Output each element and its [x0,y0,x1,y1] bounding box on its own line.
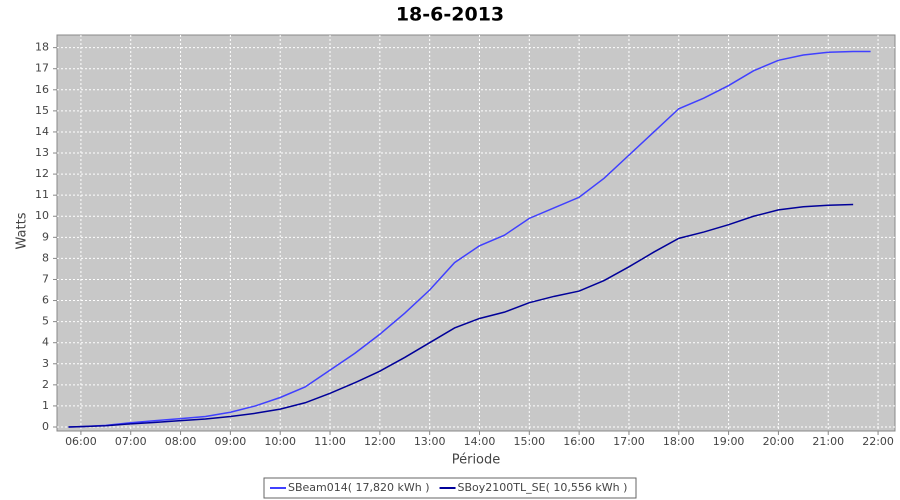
y-tick-label: 14 [35,125,49,138]
x-tick-label: 12:00 [364,435,396,448]
x-tick-label: 22:00 [862,435,894,448]
y-tick-label: 6 [42,294,49,307]
x-tick-label: 20:00 [763,435,795,448]
y-tick-label: 12 [35,167,49,180]
x-tick-label: 15:00 [513,435,545,448]
y-tick-label: 4 [42,336,49,349]
x-tick-label: 16:00 [563,435,595,448]
y-tick-label: 18 [35,41,49,54]
x-tick-label: 13:00 [414,435,446,448]
y-tick-label: 17 [35,62,49,75]
y-tick-label: 11 [35,188,49,201]
x-tick-label: 07:00 [115,435,147,448]
y-axis-title: Watts [15,212,30,249]
x-tick-label: 11:00 [314,435,346,448]
y-tick-label: 15 [35,104,49,117]
x-tick-label: 09:00 [215,435,247,448]
x-tick-label: 10:00 [264,435,296,448]
y-tick-label: 10 [35,209,49,222]
y-tick-label: 0 [42,420,49,433]
x-tick-label: 19:00 [713,435,745,448]
x-tick-label: 17:00 [613,435,645,448]
y-tick-label: 7 [42,272,49,285]
y-tick-label: 5 [42,315,49,328]
x-tick-label: 14:00 [464,435,496,448]
y-tick-label: 8 [42,251,49,264]
chart-title: 18-6-2013 [396,4,504,26]
series-line [68,203,854,428]
y-tick-label: 9 [42,230,49,243]
y-tick-label: 13 [35,146,49,159]
series-line [68,50,871,428]
y-tick-label: 2 [42,378,49,391]
plot-background [56,34,896,432]
x-tick-label: 06:00 [65,435,97,448]
legend-label: SBoy2100TL_SE( 10,556 kWh ) [458,481,628,494]
x-axis-title: Période [452,453,501,468]
y-tick-label: 1 [42,399,49,412]
x-tick-label: 21:00 [812,435,844,448]
x-tick-label: 18:00 [663,435,695,448]
legend-label: SBeam014( 17,820 kWh ) [288,481,430,494]
x-tick-label: 08:00 [165,435,197,448]
y-tick-label: 3 [42,357,49,370]
y-tick-label: 16 [35,83,49,96]
